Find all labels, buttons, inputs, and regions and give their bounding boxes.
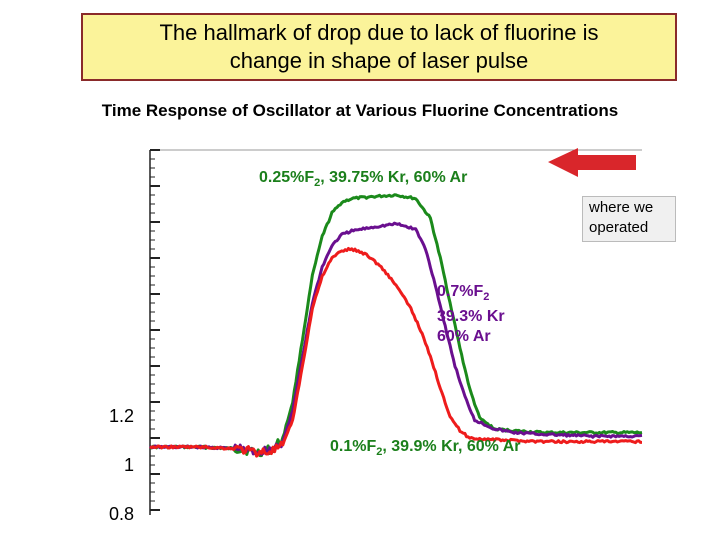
title-line-2: change in shape of laser pulse: [229, 48, 529, 73]
series-line: [149, 247, 642, 458]
title-line-1: The hallmark of drop due to lack of fluo…: [159, 20, 599, 45]
note-line-2: operated: [589, 219, 649, 236]
series-line: [148, 221, 643, 457]
title-box: The hallmark of drop due to lack of fluo…: [81, 13, 677, 81]
note-line-1: where we: [589, 199, 654, 216]
operated-note: where we operated: [582, 196, 676, 242]
chart-subtitle: Time Response of Oscillator at Various F…: [101, 101, 619, 120]
y-tick-label: 0.8: [108, 504, 134, 524]
label-purple-series: 0.7%F2 39.3% Kr 60% Ar: [437, 283, 505, 346]
y-tick-label: 1: [123, 455, 134, 475]
label-red-series: 0.1%F2, 39.9% Kr, 60% Ar: [330, 438, 521, 459]
series-line: [150, 193, 643, 458]
y-tick-label: 1.2: [108, 406, 134, 426]
arrow-icon: [548, 148, 636, 177]
label-green-series: 0.25%F2, 39.75% Kr, 60% Ar: [259, 169, 468, 190]
